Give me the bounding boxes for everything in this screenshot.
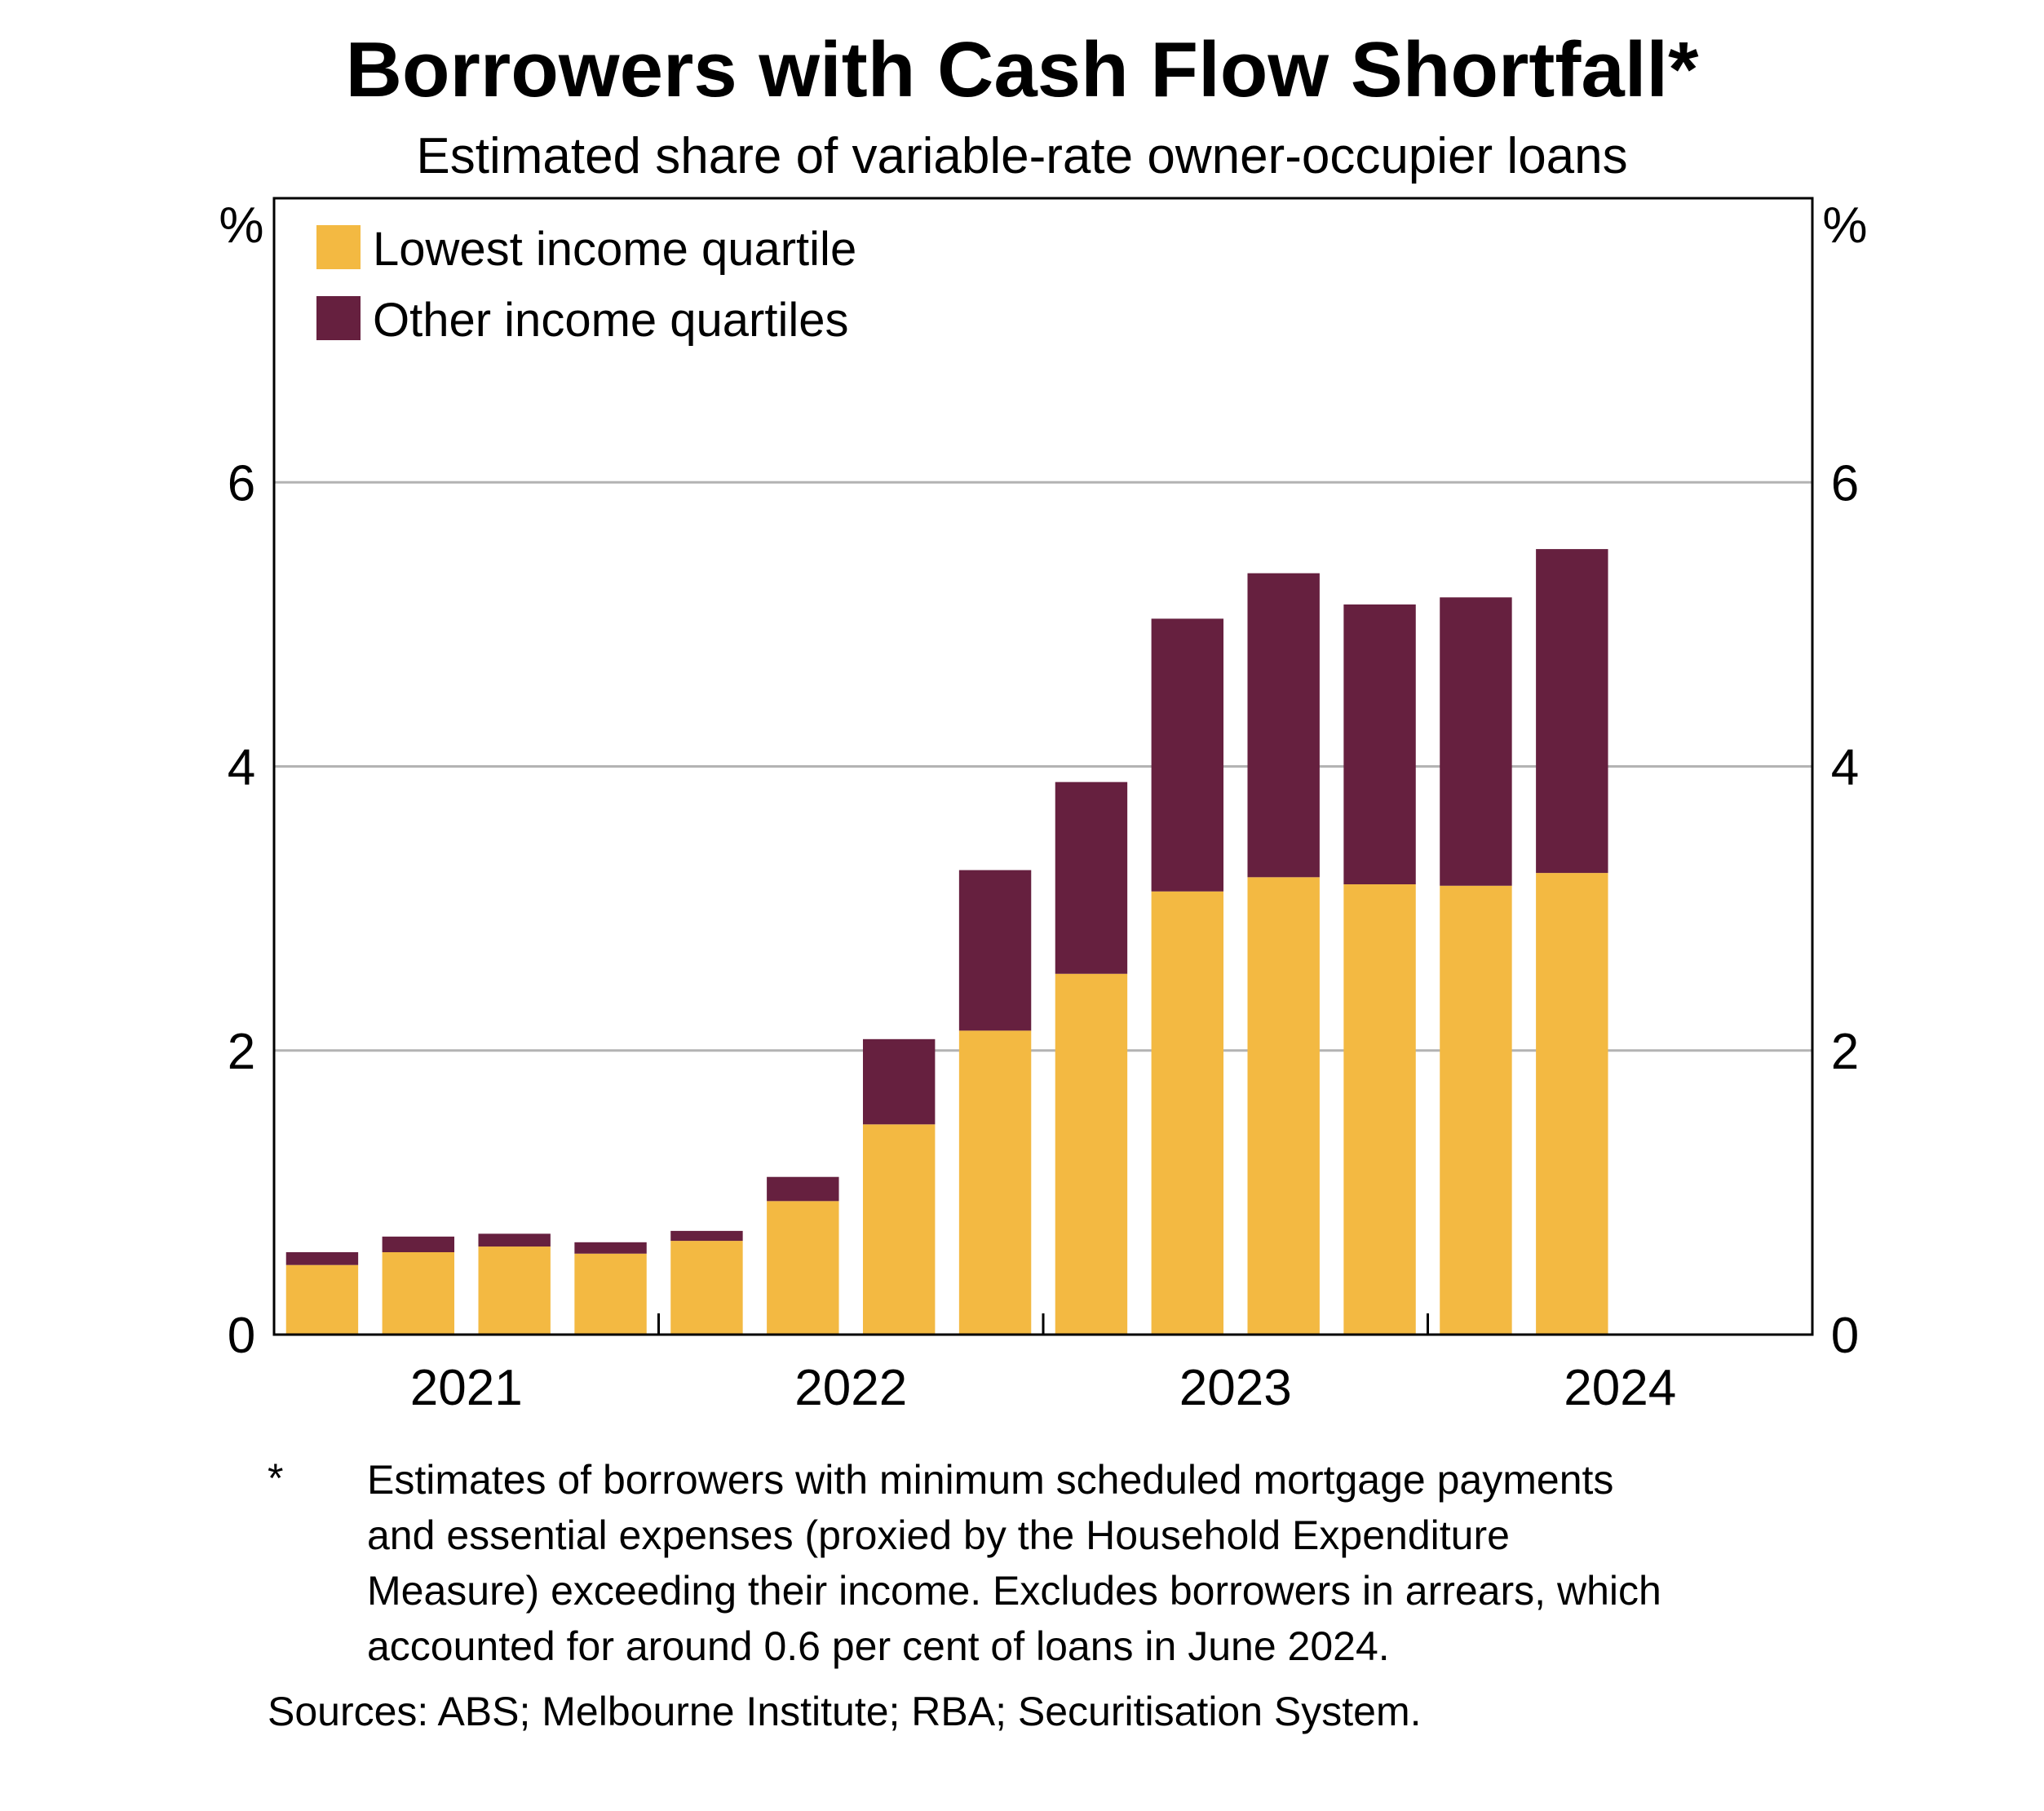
bars [285, 549, 1608, 1335]
bar-other-quartiles [478, 1233, 551, 1247]
bar-other-quartiles [1343, 604, 1416, 885]
bar-other-quartiles [382, 1236, 455, 1253]
legend-label-other: Other income quartiles [373, 294, 848, 347]
bar-lowest-quartile [1055, 973, 1128, 1335]
bar-other-quartiles [670, 1230, 743, 1242]
x-axis-ticks [657, 1313, 1429, 1335]
bar-other-quartiles [574, 1242, 647, 1254]
y-tick-label-right: 4 [1831, 740, 1859, 796]
legend: Lowest income quartile Other income quar… [316, 223, 856, 347]
bar-lowest-quartile [862, 1124, 936, 1335]
y-tick-label-left: 2 [228, 1024, 255, 1080]
x-axis-labels: 2021 2022 2023 2024 [410, 1360, 1676, 1416]
bar-other-quartiles [958, 870, 1032, 1031]
footnote-line: Measure) exceeding their income. Exclude… [367, 1568, 1661, 1614]
y-tick-label-left: 0 [228, 1308, 255, 1364]
bar-lowest-quartile [382, 1252, 455, 1335]
chart-title: Borrowers with Cash Flow Shortfall* [346, 26, 1700, 113]
bar-lowest-quartile [1247, 877, 1320, 1335]
bar-other-quartiles [1055, 782, 1128, 974]
x-tick-label: 2023 [1179, 1360, 1292, 1416]
bar-other-quartiles [862, 1038, 936, 1125]
bar-lowest-quartile [574, 1253, 647, 1335]
y-tick-label-right: 6 [1831, 455, 1859, 511]
footnote-marker: * [268, 1455, 284, 1501]
legend-swatch-other [316, 296, 361, 340]
y-unit-left: % [219, 197, 263, 254]
sources-note: Sources: ABS; Melbourne Institute; RBA; … [268, 1689, 1422, 1734]
footnote-line: and essential expenses (proxied by the H… [367, 1512, 1510, 1558]
legend-swatch-lowest [316, 225, 361, 269]
bar-other-quartiles [1536, 549, 1608, 874]
x-tick-label: 2022 [794, 1360, 907, 1416]
footnote-text: Estimates of borrowers with minimum sche… [367, 1452, 1661, 1674]
y-tick-label-left: 4 [228, 740, 255, 796]
chart-subtitle: Estimated share of variable-rate owner-o… [416, 128, 1627, 184]
bar-lowest-quartile [767, 1201, 839, 1335]
bar-lowest-quartile [478, 1246, 551, 1335]
y-tick-label-right: 2 [1831, 1024, 1859, 1080]
x-tick-label: 2021 [410, 1360, 523, 1416]
bar-other-quartiles [767, 1176, 839, 1202]
bar-lowest-quartile [958, 1030, 1032, 1335]
bar-other-quartiles [1151, 618, 1224, 892]
footnote-line: Estimates of borrowers with minimum sche… [367, 1457, 1614, 1503]
bar-lowest-quartile [670, 1241, 743, 1335]
bar-lowest-quartile [1440, 885, 1512, 1335]
bar-lowest-quartile [285, 1264, 359, 1335]
y-axis-labels: 0 0 2 2 4 4 6 6 [228, 455, 1859, 1364]
bar-lowest-quartile [1151, 891, 1224, 1335]
bar-lowest-quartile [1536, 873, 1608, 1335]
footnote-line: accounted for around 0.6 per cent of loa… [367, 1623, 1390, 1669]
y-tick-label-left: 6 [228, 455, 255, 511]
y-tick-label-right: 0 [1831, 1308, 1859, 1364]
bar-lowest-quartile [1343, 884, 1416, 1335]
bar-other-quartiles [1247, 573, 1320, 878]
x-tick-label: 2024 [1564, 1360, 1676, 1416]
bar-other-quartiles [285, 1252, 359, 1265]
y-unit-right: % [1822, 197, 1867, 254]
legend-label-lowest: Lowest income quartile [373, 223, 856, 276]
bar-other-quartiles [1440, 597, 1512, 886]
